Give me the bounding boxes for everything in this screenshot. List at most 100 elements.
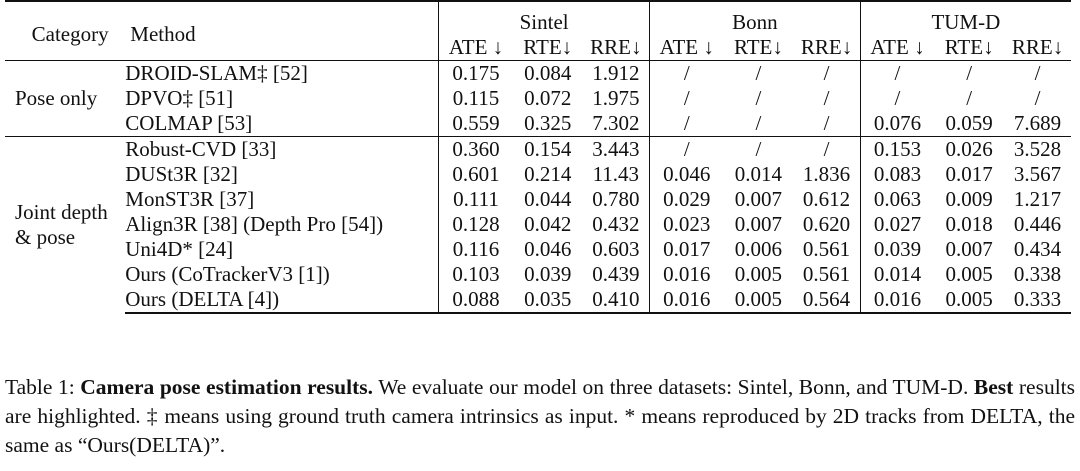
value-cell: /	[934, 60, 1005, 86]
value-cell: 0.103	[438, 262, 513, 287]
method-cell: DPVO‡ [51]	[125, 86, 234, 110]
value-cell: /	[723, 60, 794, 86]
header-metric: RTE↓	[944, 35, 994, 59]
caption-text-2: results are highlighted. ‡ means using g…	[5, 375, 1076, 457]
value-cell: 0.016	[859, 287, 935, 314]
table-body: Pose only DROID-SLAM‡ [52] 0.175 0.084 1.912…	[5, 60, 1071, 314]
header-metric: ATE ↓	[859, 35, 935, 61]
table-row: COLMAP [53] 0.559 0.325 7.302 / / / 0.076 0.059 7…	[5, 111, 1071, 137]
value-cell: 0.016	[648, 262, 724, 287]
value-cell: 0.018	[945, 212, 993, 236]
value-cell: /	[823, 111, 830, 135]
value-cell: 7.302	[592, 111, 640, 135]
value-cell: 0.007	[734, 187, 783, 211]
value-cell: 3.528	[1004, 136, 1071, 162]
value-cell: 0.046	[648, 162, 724, 187]
value-cell: 0.042	[524, 212, 572, 236]
value-cell: 0.005	[723, 287, 794, 314]
header-metric: RRE↓	[590, 35, 642, 59]
value-cell: 0.603	[592, 237, 640, 261]
header-metric: ATE ↓	[648, 35, 724, 61]
value-cell: 0.007	[734, 212, 783, 236]
value-cell: 0.063	[859, 187, 935, 212]
table-row: MonST3R [37] 0.111 0.044 0.780 0.029 0.007 0.6…	[5, 187, 1071, 212]
value-cell: 0.439	[592, 262, 640, 286]
value-cell: /	[723, 136, 794, 162]
table-row: Align3R [38] (Depth Pro [54]) 0.128 0.042 0…	[5, 212, 1071, 237]
value-cell: 0.014	[734, 162, 783, 186]
header-category: Category	[5, 0, 126, 61]
value-cell: 0.072	[524, 86, 572, 110]
method-cell: Robust-CVD [33]	[125, 136, 439, 162]
value-cell: /	[793, 60, 861, 86]
value-cell: 0.620	[802, 212, 851, 236]
value-cell: 0.039	[524, 262, 572, 286]
value-cell: /	[793, 136, 861, 162]
value-cell: 0.006	[734, 237, 783, 261]
value-cell: 1.836	[802, 162, 851, 186]
value-cell: 0.035	[512, 287, 583, 314]
category-label: Pose only	[15, 86, 98, 110]
value-cell: 0.325	[524, 111, 572, 135]
value-cell: 0.612	[802, 187, 851, 211]
value-cell: 3.443	[582, 136, 650, 162]
value-cell: 0.561	[802, 237, 851, 261]
caption-text-1: We evaluate our model on three datasets:…	[378, 375, 969, 399]
value-cell: 0.111	[438, 187, 513, 212]
method-cell: Uni4D* [24]	[125, 237, 234, 261]
value-cell: 0.017	[945, 162, 993, 186]
value-cell: 1.975	[592, 86, 640, 110]
method-cell: DROID-SLAM‡ [52]	[125, 60, 439, 86]
table-row: Ours (CoTrackerV3 [1]) 0.103 0.039 0.439 0.0…	[5, 262, 1071, 287]
value-cell: 7.689	[1013, 111, 1062, 135]
table-row: Joint depth & pose Robust-CVD [33] 0.360 0.1…	[5, 136, 1071, 313]
method-cell: COLMAP [53]	[125, 111, 253, 135]
value-cell: /	[648, 136, 724, 162]
caption-title: Camera pose estimation results.	[80, 375, 374, 399]
value-cell: 0.076	[859, 111, 935, 137]
value-cell: 0.154	[512, 136, 583, 162]
header-metric: RRE↓	[1011, 35, 1064, 59]
header-metric: ATE ↓	[438, 35, 513, 61]
header-method: Method	[125, 0, 439, 61]
category-label: Joint depth	[15, 200, 108, 224]
table-row: Ours (DELTA [4]) 0.088 0.035 0.410 0.016 0.00…	[5, 287, 1071, 314]
header-metric: RRE↓	[800, 35, 853, 59]
header-dataset-bonn: Bonn	[648, 0, 861, 35]
caption-best-word: Best	[973, 375, 1014, 399]
value-cell: /	[859, 86, 935, 111]
header-metric: RTE↓	[733, 35, 783, 59]
value-cell: 0.007	[945, 237, 993, 261]
value-cell: 0.029	[648, 187, 724, 212]
value-cell: 0.432	[592, 212, 640, 236]
value-cell: 0.005	[734, 262, 783, 286]
header-row-metrics: ATE ↓ RTE↓ RRE↓ ATE ↓ RTE↓ RRE↓ ATE ↓ RT…	[5, 35, 1071, 61]
method-cell: DUSt3R [32]	[125, 162, 238, 186]
value-cell: 0.434	[1013, 237, 1062, 261]
value-cell: 0.014	[859, 262, 935, 287]
value-cell: 0.017	[648, 237, 724, 262]
value-cell: 0.360	[438, 136, 513, 162]
value-cell: 0.116	[438, 237, 513, 262]
value-cell: 0.564	[793, 287, 861, 314]
value-cell: /	[755, 86, 762, 110]
value-cell: 0.027	[859, 212, 935, 237]
value-cell: /	[1004, 60, 1071, 86]
value-cell: /	[823, 86, 830, 110]
value-cell: /	[1034, 86, 1041, 110]
results-table-container: Category Method Sintel Bonn TUM-D ATE ↓ …	[5, 0, 1075, 314]
value-cell: 0.338	[1013, 262, 1062, 286]
value-cell: 0.084	[512, 60, 583, 86]
value-cell: 0.115	[438, 86, 513, 111]
method-cell: Ours (DELTA [4])	[125, 287, 439, 314]
table-row: Uni4D* [24] 0.116 0.046 0.603 0.017 0.006 0.56…	[5, 237, 1071, 262]
value-cell: /	[648, 111, 724, 137]
header-dataset-tumd: TUM-D	[859, 0, 1071, 35]
value-cell: 0.059	[945, 111, 993, 135]
table-row: DUSt3R [32] 0.601 0.214 11.43 0.046 0.014 1.83…	[5, 162, 1071, 187]
value-cell: /	[648, 60, 724, 86]
table-row: DPVO‡ [51] 0.115 0.072 1.975 / / / / / /	[5, 86, 1071, 111]
value-cell: 0.039	[859, 237, 935, 262]
value-cell: 0.026	[934, 136, 1005, 162]
value-cell: 0.046	[524, 237, 572, 261]
